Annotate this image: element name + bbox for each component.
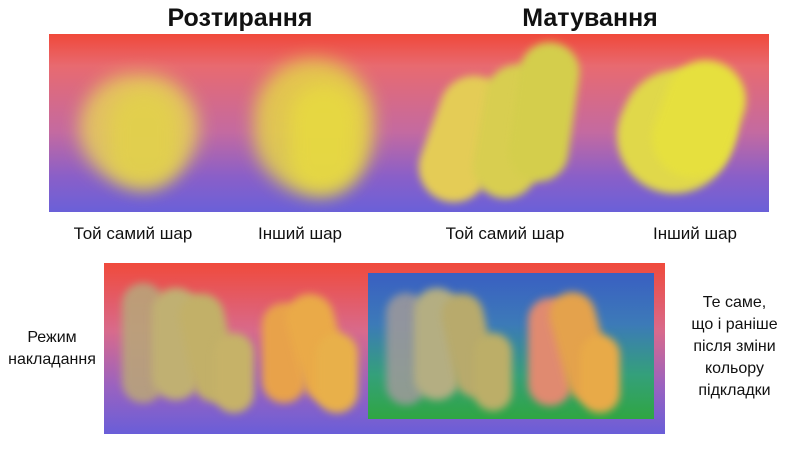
- note-line: кольору: [704, 360, 764, 377]
- heading-matte: Матування: [522, 4, 658, 32]
- bottom-gradient-panel: [104, 263, 665, 434]
- note-line: Те саме,: [702, 294, 767, 311]
- orange-stroke: [316, 333, 358, 413]
- note-line: Режим: [27, 329, 77, 346]
- note-blend-mode: Режим накладання: [2, 327, 102, 371]
- top-gradient-panel: [49, 34, 769, 212]
- caption-smudge-same-layer: Той самий шар: [73, 224, 193, 243]
- note-line: що і раніше: [691, 316, 778, 333]
- yellow-smudge-stroke: [109, 89, 179, 189]
- olive-stroke: [214, 333, 254, 413]
- yellow-matte-stroke: [504, 38, 584, 186]
- caption-matte-other-layer: Інший шар: [652, 224, 737, 243]
- note-line: накладання: [8, 351, 96, 368]
- note-after-color-change: Те саме, що і раніше після зміни кольору…: [672, 292, 797, 402]
- heading-smudge: Розтирання: [167, 4, 313, 32]
- yellow-smudge-stroke: [289, 84, 359, 194]
- note-line: після зміни: [693, 338, 776, 355]
- olive-stroke: [474, 333, 512, 411]
- note-line: підкладки: [698, 382, 771, 399]
- orange-stroke: [580, 335, 620, 413]
- inset-changed-background: [368, 273, 654, 419]
- caption-matte-same-layer: Той самий шар: [445, 224, 565, 243]
- caption-smudge-other-layer: Інший шар: [257, 224, 342, 243]
